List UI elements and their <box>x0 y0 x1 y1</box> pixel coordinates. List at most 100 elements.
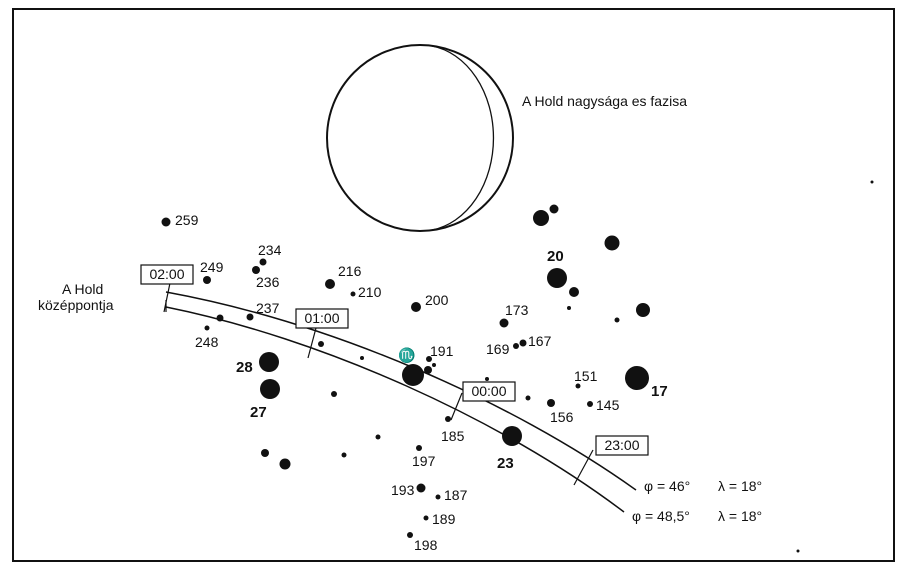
time-mark-2300: 23:00 <box>595 435 649 456</box>
time-mark-0000-label: 00:00 <box>471 383 506 399</box>
star-237-label: 237 <box>256 300 280 316</box>
star-layer: 259 249 234 236 216 210 237 248 200 173 169 167 191 2… <box>161 212 668 553</box>
star-210-label: 210 <box>358 284 382 300</box>
star-187-dot <box>435 494 441 500</box>
star-dot <box>533 210 549 226</box>
star-dot <box>261 449 269 457</box>
star-156-dot <box>547 399 555 407</box>
star-156: 156 <box>547 399 574 425</box>
star-173: 173 <box>499 302 529 328</box>
star-197-dot <box>416 445 422 451</box>
star-248: 248 <box>195 325 219 350</box>
star-dot <box>318 341 324 347</box>
time-tick-0100 <box>307 327 317 359</box>
star-dot <box>614 317 620 323</box>
star-17-dot <box>625 366 649 390</box>
star-187: 187 <box>435 487 468 503</box>
time-mark-2300-label: 23:00 <box>604 437 639 453</box>
star-210-dot <box>350 291 356 297</box>
star-28: 28 <box>236 352 279 376</box>
time-mark-0000: 00:00 <box>462 381 516 402</box>
star-249-label: 249 <box>200 259 224 275</box>
star-197: 197 <box>412 445 436 469</box>
star-237: 237 <box>246 300 280 321</box>
track-label-lambda-1: λ = 18° <box>718 478 762 494</box>
star-151-dot <box>575 383 581 389</box>
star-249: 249 <box>200 259 224 284</box>
star-156-label: 156 <box>550 409 574 425</box>
star-259-label: 259 <box>175 212 199 228</box>
star-dot <box>569 287 579 297</box>
star-198-label: 198 <box>414 537 438 553</box>
star-27: 27 <box>250 379 280 421</box>
track-phi-48-5 <box>165 306 625 513</box>
track-label-lambda-2: λ = 18° <box>718 508 762 524</box>
star-191-label: 191 <box>430 343 454 359</box>
star-236-label: 236 <box>256 274 280 290</box>
star-27-dot <box>260 379 280 399</box>
star-dot <box>424 366 432 374</box>
center-label-line1: A Hold <box>62 281 103 297</box>
star-dot <box>485 377 489 381</box>
moon-caption: A Hold nagysága es fazisa <box>522 93 687 109</box>
star-189: 189 <box>423 511 456 527</box>
star-237-dot <box>246 313 254 321</box>
star-234-label: 234 <box>258 242 282 258</box>
star-185-label: 185 <box>441 428 465 444</box>
star-27-label: 27 <box>250 404 267 421</box>
star-151: 151 <box>574 368 598 389</box>
star-200-label: 200 <box>425 292 449 308</box>
star-259: 259 <box>161 212 199 228</box>
star-193-dot <box>416 483 426 493</box>
star-167-dot <box>519 339 527 347</box>
star-167-label: 167 <box>528 333 552 349</box>
star-189-label: 189 <box>432 511 456 527</box>
star-234: 234 <box>258 242 282 266</box>
star-145: 145 <box>587 397 620 413</box>
star-248-label: 248 <box>195 334 219 350</box>
star-187-label: 187 <box>444 487 468 503</box>
frame-border <box>12 8 895 562</box>
moon-phase-terminator <box>431 45 495 231</box>
star-167: 167 <box>519 333 552 349</box>
star-dot <box>360 356 364 360</box>
star-248-dot <box>204 325 210 331</box>
star-dot <box>402 364 424 386</box>
unlabeled-stars <box>216 180 874 553</box>
star-dot <box>279 458 291 470</box>
star-dot <box>432 363 436 367</box>
star-198: 198 <box>407 532 438 553</box>
star-173-label: 173 <box>505 302 529 318</box>
time-tick-0000 <box>450 392 463 421</box>
star-dot <box>604 235 620 251</box>
star-17: 17 <box>625 366 668 400</box>
star-dot <box>567 306 571 310</box>
star-151-label: 151 <box>574 368 598 384</box>
star-dot <box>216 314 224 322</box>
star-259-dot <box>161 217 171 227</box>
star-28-dot <box>259 352 279 372</box>
star-dot <box>796 549 800 553</box>
star-191: 191 <box>426 343 454 362</box>
star-20: 20 <box>547 248 567 288</box>
star-23-dot <box>502 426 522 446</box>
star-145-label: 145 <box>596 397 620 413</box>
star-23-label: 23 <box>497 455 514 472</box>
star-dot <box>525 395 531 401</box>
star-193: 193 <box>391 482 426 498</box>
star-17-label: 17 <box>651 383 668 400</box>
scorpius-symbol: ♏ <box>398 347 415 364</box>
time-tick-2300 <box>573 449 594 486</box>
star-dot <box>331 391 337 397</box>
star-200-dot <box>411 302 421 312</box>
star-191-dot <box>426 356 432 362</box>
star-23: 23 <box>497 426 522 472</box>
track-phi-46 <box>165 291 637 491</box>
star-197-label: 197 <box>412 453 436 469</box>
star-216: 216 <box>325 263 362 289</box>
star-169-dot <box>513 343 519 349</box>
moon-disk <box>326 44 514 232</box>
star-216-label: 216 <box>338 263 362 279</box>
time-mark-0200: 02:00 <box>140 264 194 285</box>
